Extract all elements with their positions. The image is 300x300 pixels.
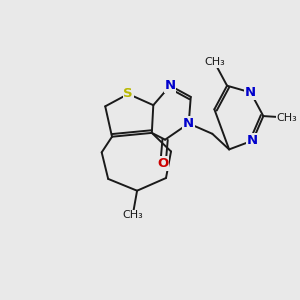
Text: S: S bbox=[123, 88, 133, 100]
Text: CH₃: CH₃ bbox=[122, 211, 143, 220]
Text: N: N bbox=[245, 86, 256, 99]
Text: CH₃: CH₃ bbox=[277, 112, 297, 123]
Text: O: O bbox=[158, 157, 169, 170]
Text: CH₃: CH₃ bbox=[204, 57, 225, 67]
Text: N: N bbox=[183, 117, 194, 130]
Text: N: N bbox=[165, 79, 176, 92]
Text: N: N bbox=[247, 134, 258, 147]
